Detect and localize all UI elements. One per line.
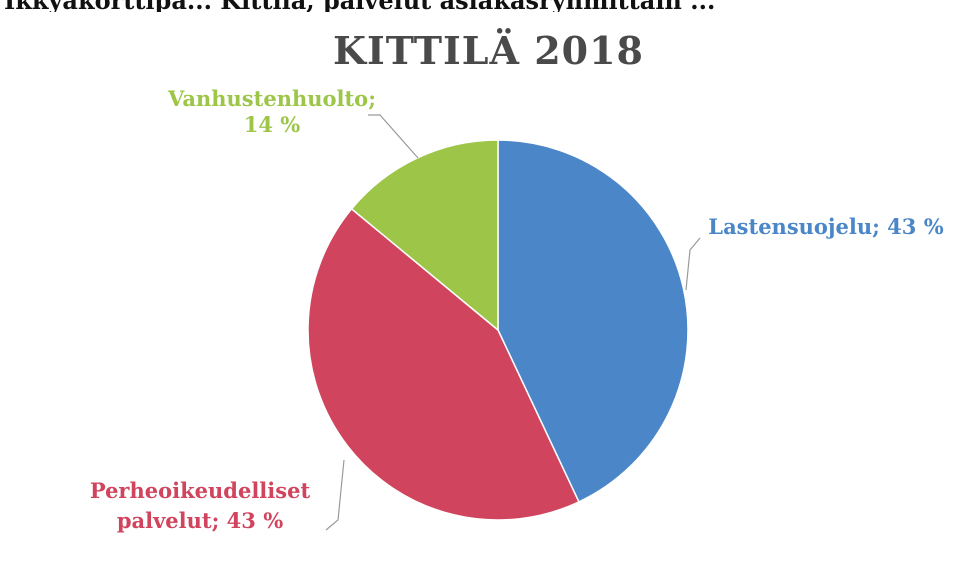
leader-vanhustenhuolto: [368, 114, 419, 159]
leader-perheoikeudelliset: [325, 459, 345, 531]
chart-title: KITTILÄ 2018: [333, 28, 644, 73]
label-perheoikeudelliset-line2: palvelut; 43 %: [117, 508, 283, 533]
cut-off-heading: Ikkyakorttipa... Kittilä, palvelut asiak…: [4, 0, 973, 12]
label-vanhustenhuolto: Vanhustenhuolto;: [167, 86, 376, 111]
label-vanhustenhuolto-value: 14 %: [244, 112, 301, 137]
slice-lastensuojelu: [497, 139, 689, 503]
label-lastensuojelu: Lastensuojelu; 43 %: [708, 214, 943, 239]
leader-lastensuojelu: [685, 237, 701, 291]
slice-vanhustenhuolto: [350, 139, 499, 332]
label-perheoikeudelliset-line1: Perheoikeudelliset: [90, 478, 311, 503]
slice-perheoikeudelliset-palvelut: [307, 207, 580, 521]
label-vanhustenhuolto-name: Vanhustenhuolto;: [167, 86, 376, 111]
